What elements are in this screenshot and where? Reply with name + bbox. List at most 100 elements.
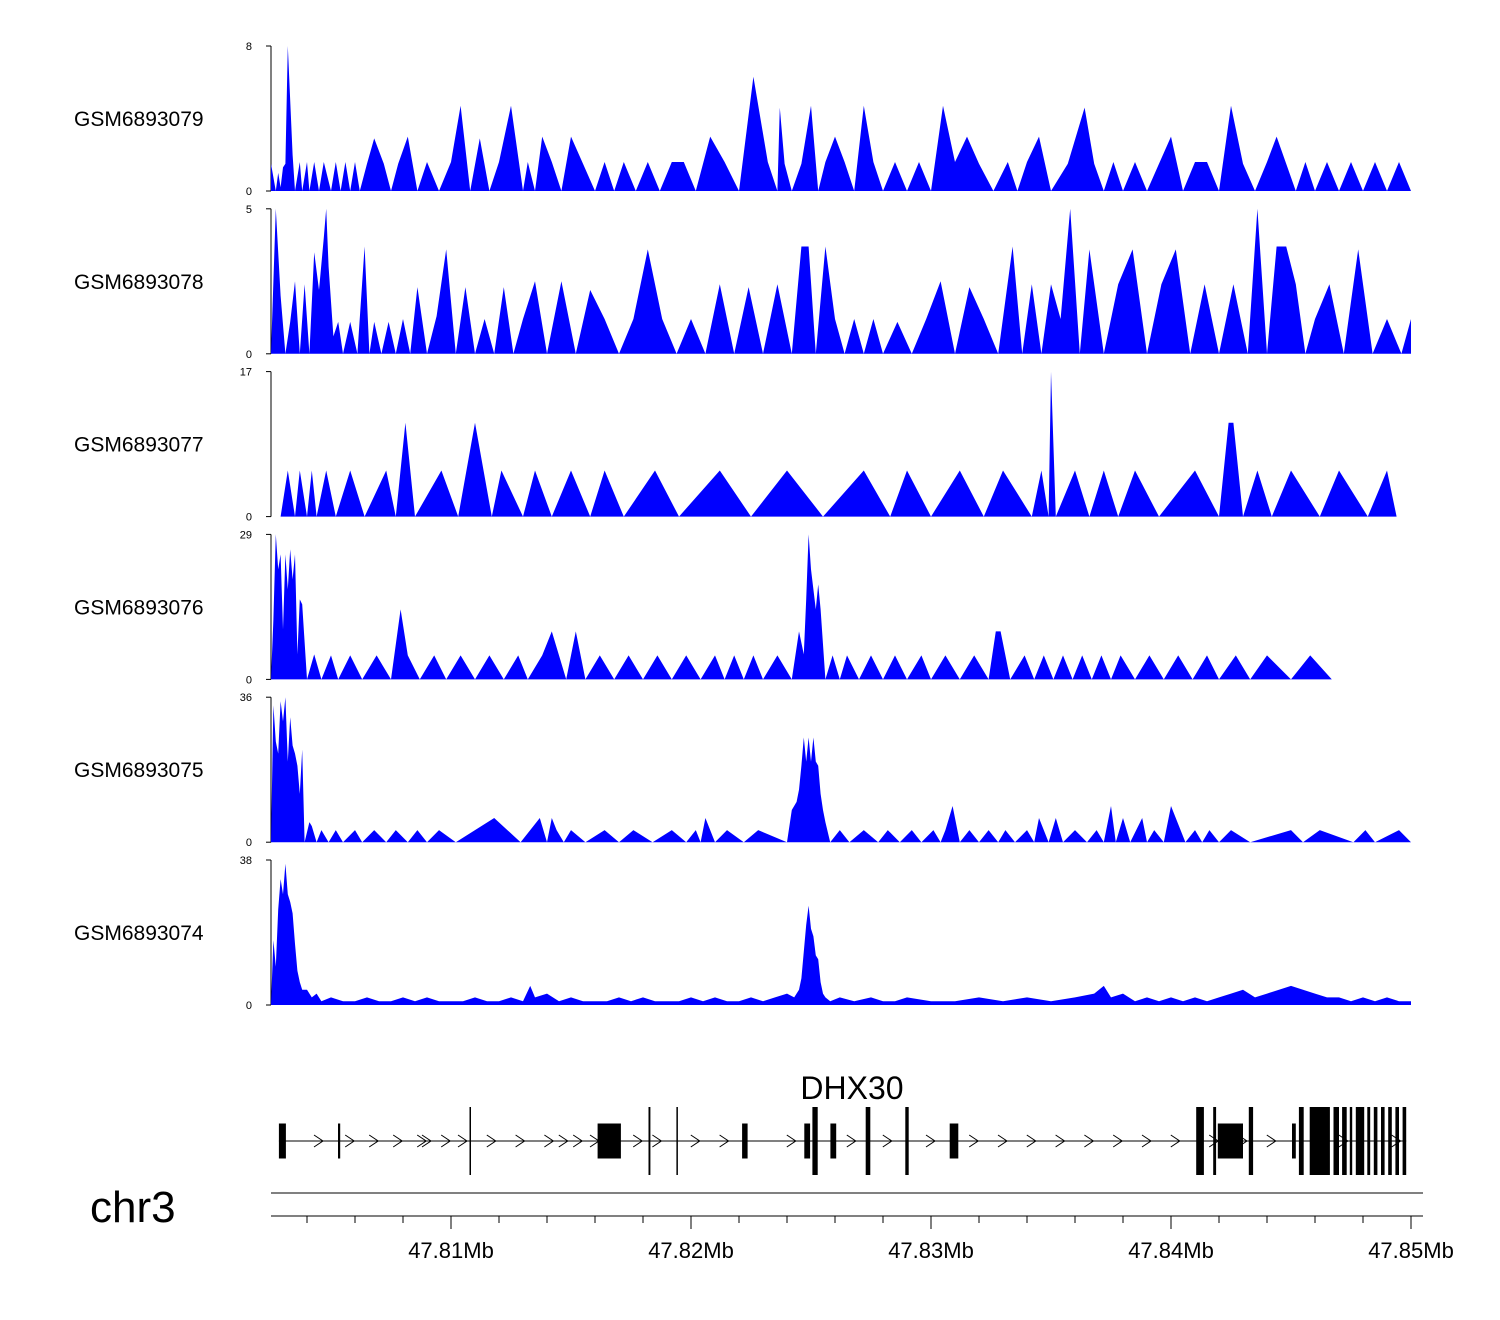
track-y-max-label: 17 <box>240 367 252 379</box>
strand-arrow <box>719 1134 730 1148</box>
strand-arrow <box>392 1134 404 1148</box>
strand-arrow <box>421 1134 432 1148</box>
strand-arrow <box>572 1134 584 1148</box>
gene-exon <box>1402 1107 1407 1175</box>
axis-tick-label: 47.85Mb <box>1368 1238 1454 1263</box>
gene-exon <box>1217 1123 1243 1159</box>
strand-arrow <box>440 1134 452 1148</box>
axis-tick-label: 47.81Mb <box>408 1238 494 1263</box>
strand-arrow <box>846 1134 857 1148</box>
coverage-area <box>280 371 1397 517</box>
gene-exon <box>278 1123 286 1159</box>
gene-exon <box>648 1107 651 1175</box>
gene-exon <box>905 1107 909 1175</box>
strand-arrow <box>457 1134 468 1148</box>
track-y-min-label: 0 <box>246 349 252 361</box>
strand-arrow <box>1338 1134 1349 1148</box>
gene-exon <box>469 1107 471 1175</box>
coverage-area <box>271 534 1332 680</box>
track-GSM6893074: 38 0 GSM6893074 <box>74 855 1411 1012</box>
gene-exon <box>1342 1107 1347 1175</box>
strand-arrow <box>1055 1134 1066 1148</box>
strand-arrow <box>997 1134 1008 1148</box>
coverage-area <box>271 697 1411 843</box>
axis-tick-label: 47.84Mb <box>1128 1238 1214 1263</box>
track-y-min-label: 0 <box>246 186 252 198</box>
track-GSM6893076: 29 0 GSM6893076 <box>74 529 1332 686</box>
gene-exon <box>1292 1123 1296 1159</box>
gene-exon <box>1213 1107 1217 1175</box>
track-name-label: GSM6893078 <box>74 271 204 294</box>
gene-exon <box>804 1123 811 1159</box>
gene-exon <box>742 1123 748 1159</box>
track-GSM6893077: 17 0 GSM6893077 <box>74 367 1397 524</box>
strand-arrow <box>1112 1134 1124 1148</box>
track-name-label: GSM6893075 <box>74 759 204 782</box>
track-name-label: GSM6893074 <box>74 922 204 945</box>
genome-axis: chr3 47.81Mb 47.82Mb 47.83Mb 47.84Mb 47.85Mb <box>90 1183 1454 1263</box>
track-GSM6893079: 8 0 GSM6893079 <box>74 41 1411 198</box>
strand-arrow <box>368 1134 380 1148</box>
strand-arrow <box>486 1134 497 1148</box>
coverage-tracks: 8 0 GSM6893079 5 0 GSM6893078 17 0 GSM6893077 29 0… <box>74 41 1411 1012</box>
strand-arrow <box>968 1134 980 1148</box>
track-y-min-label: 0 <box>246 1000 252 1012</box>
gene-exon <box>1248 1107 1254 1175</box>
strand-arrow <box>1026 1134 1037 1148</box>
strand-arrow <box>558 1134 569 1148</box>
track-y-min-label: 0 <box>246 837 252 849</box>
coverage-area <box>271 863 1411 1005</box>
gene-exon <box>830 1123 837 1159</box>
track-name-label: GSM6893076 <box>74 596 204 619</box>
strand-arrow <box>1391 1134 1402 1148</box>
track-name-label: GSM6893079 <box>74 108 204 131</box>
strand-arrow <box>1084 1134 1095 1148</box>
chromosome-label: chr3 <box>90 1183 176 1232</box>
gene-exon <box>1388 1107 1392 1175</box>
gene-exon <box>1196 1107 1204 1175</box>
strand-arrow <box>344 1134 356 1148</box>
gene-exon <box>812 1107 818 1175</box>
gene-exon <box>1355 1107 1365 1175</box>
gene-exon <box>1349 1107 1353 1175</box>
gene-exon <box>338 1123 341 1159</box>
strand-arrow <box>925 1134 936 1148</box>
gene-exon <box>1309 1107 1330 1175</box>
strand-arrow <box>1266 1134 1277 1148</box>
gene-exon <box>1381 1107 1385 1175</box>
gene-track: DHX30 <box>278 1070 1407 1175</box>
coverage-area <box>271 46 1411 191</box>
axis-tick-label: 47.82Mb <box>648 1238 734 1263</box>
track-GSM6893075: 36 0 GSM6893075 <box>74 692 1411 849</box>
strand-arrow <box>882 1134 893 1148</box>
coverage-area <box>271 208 1411 354</box>
strand-arrow <box>313 1134 324 1148</box>
track-GSM6893078: 5 0 GSM6893078 <box>74 204 1411 361</box>
track-y-max-label: 5 <box>246 204 252 216</box>
gene-exon <box>1333 1107 1339 1175</box>
gene-exon <box>1298 1107 1304 1175</box>
strand-arrow <box>416 1134 428 1148</box>
gene-exon <box>1395 1107 1399 1175</box>
gene-exon <box>676 1107 678 1175</box>
track-name-label: GSM6893077 <box>74 434 204 457</box>
track-y-max-label: 38 <box>240 855 252 867</box>
gene-exon <box>865 1107 871 1175</box>
strand-arrow <box>544 1134 555 1148</box>
strand-arrow <box>1141 1134 1152 1148</box>
gene-name-label: DHX30 <box>800 1070 903 1106</box>
track-y-max-label: 29 <box>240 529 252 541</box>
track-y-max-label: 36 <box>240 692 252 704</box>
track-y-min-label: 0 <box>246 512 252 524</box>
gene-exon <box>1373 1107 1378 1175</box>
gene-exon <box>1367 1107 1371 1175</box>
strand-arrow <box>515 1134 526 1148</box>
gene-exon <box>597 1123 621 1159</box>
strand-arrow <box>786 1134 797 1148</box>
strand-arrow <box>652 1134 663 1148</box>
track-y-max-label: 8 <box>246 41 252 53</box>
axis-tick-label: 47.83Mb <box>888 1238 974 1263</box>
strand-arrow <box>1170 1134 1181 1148</box>
track-y-min-label: 0 <box>246 674 252 686</box>
